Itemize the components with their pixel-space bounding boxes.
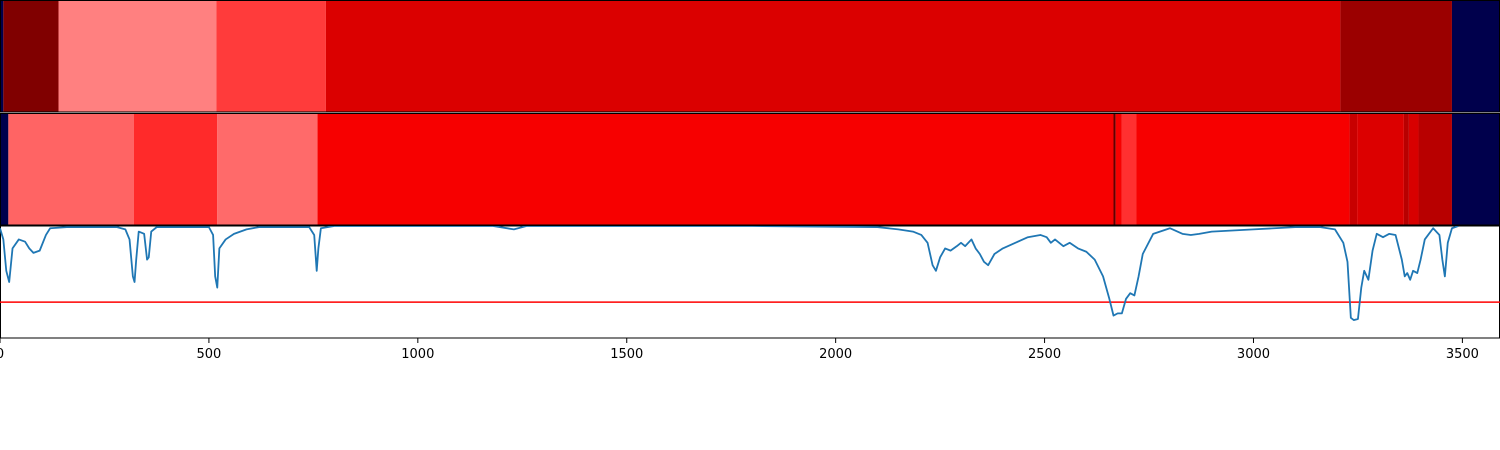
heatmap-cell [217, 114, 317, 225]
heatmap-row-2 [0, 114, 1500, 226]
heatmap-cell [1116, 114, 1122, 225]
heatmap-cell [326, 1, 1340, 112]
x-tick-label: 3500 [1446, 347, 1479, 362]
heatmap-layer [0, 1, 1500, 226]
line-panel-frame [1, 226, 1500, 338]
heatmap-cell [1114, 114, 1116, 225]
x-tick-label: 1000 [401, 347, 434, 362]
heatmap-cell [1404, 114, 1409, 225]
x-tick-label: 1500 [610, 347, 643, 362]
heatmap-cell [8, 114, 133, 225]
heatmap-cell [3, 1, 58, 112]
line-plot-layer [0, 226, 1500, 338]
heatmap-cell [1419, 114, 1452, 225]
heatmap-cell [318, 114, 1114, 225]
heatmap-row-1 [0, 1, 1500, 113]
x-tick-label: 500 [196, 347, 221, 362]
x-tick-label: 2500 [1028, 347, 1061, 362]
heatmap-cell [216, 1, 325, 112]
heatmap-cell [1340, 1, 1452, 112]
heatmap-cell [0, 114, 8, 225]
heatmap-cell [134, 114, 218, 225]
heatmap-cell [1357, 114, 1404, 225]
heatmap-cell [1122, 114, 1137, 225]
x-tick-label: 3000 [1237, 347, 1270, 362]
heatmap-cell [1136, 114, 1349, 225]
x-tick-label: 0 [0, 347, 4, 362]
heatmap-cell [1452, 1, 1500, 112]
heatmap-cell [58, 1, 216, 112]
heatmap-cell [1409, 114, 1419, 225]
heatmap-cell [1350, 114, 1358, 225]
x-tick-label: 2000 [819, 347, 852, 362]
heatmap-cell [1452, 114, 1500, 225]
x-axis: 0 500 1000 1500 2000 2500 3000 3500 [0, 338, 1479, 362]
